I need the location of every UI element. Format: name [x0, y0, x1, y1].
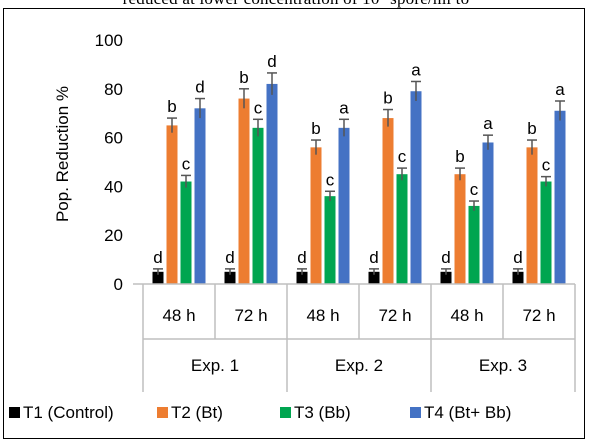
legend-label: T3 (Bb): [294, 403, 351, 422]
bar: [152, 271, 164, 284]
bar: [410, 91, 422, 285]
page-header-fragment: reduced at lower concentration of 10⁷ sp…: [0, 0, 592, 11]
bar: [266, 83, 278, 284]
x-tick-label: 48 h: [306, 306, 339, 325]
bar: [396, 174, 408, 284]
bar: [180, 181, 192, 284]
bar: [296, 271, 308, 284]
legend-label: T4 (Bt+ Bb): [424, 403, 511, 422]
legend-swatch: [157, 407, 168, 418]
bar: [468, 205, 480, 284]
bar: [454, 174, 466, 284]
bar: [166, 125, 178, 285]
significance-letter: c: [398, 147, 407, 166]
x-tick-label: 48 h: [450, 306, 483, 325]
significance-letter: d: [441, 248, 450, 267]
group-label: Exp. 1: [191, 356, 239, 375]
significance-letter: d: [153, 248, 162, 267]
significance-letter: c: [470, 180, 479, 199]
significance-letter: a: [411, 60, 421, 79]
significance-letter: d: [225, 248, 234, 267]
x-tick-label: 72 h: [234, 306, 267, 325]
significance-letter: b: [455, 147, 464, 166]
legend-swatch: [410, 407, 421, 418]
y-axis-ticks: 0 20 40 60 80 100: [95, 31, 123, 294]
significance-letter: d: [369, 248, 378, 267]
significance-letter: c: [542, 156, 551, 175]
significance-letter: d: [513, 248, 522, 267]
y-tick-label: 80: [104, 80, 123, 99]
significance-letter: a: [483, 114, 493, 133]
bar: [252, 127, 264, 284]
y-tick-label: 20: [104, 226, 123, 245]
legend-swatch: [280, 407, 291, 418]
y-tick-label: 40: [104, 177, 123, 196]
legend-label: T2 (Bt): [171, 403, 223, 422]
bar: [554, 110, 566, 284]
significance-letter: d: [297, 248, 306, 267]
bar: [512, 271, 524, 284]
significance-letter: b: [167, 97, 176, 116]
significance-letter: a: [339, 98, 349, 117]
bar: [440, 271, 452, 284]
legend: T1 (Control) T2 (Bt) T3 (Bb) T4 (Bt+ Bb): [9, 403, 511, 422]
bar: [482, 142, 494, 284]
bar: [224, 271, 236, 284]
significance-letter: b: [311, 119, 320, 138]
significance-letter: d: [267, 52, 276, 71]
bar: [382, 118, 394, 284]
significance-letter: b: [383, 89, 392, 108]
x-tick-label: 48 h: [162, 306, 195, 325]
significance-letter: a: [555, 80, 565, 99]
significance-letter: b: [527, 119, 536, 138]
group-label: Exp. 2: [335, 356, 383, 375]
y-tick-label: 100: [95, 31, 123, 50]
x-tick-label: 72 h: [522, 306, 555, 325]
y-axis-title-group: Pop. Reduction %: [53, 86, 72, 222]
bar: [338, 127, 350, 284]
y-axis-title: Pop. Reduction %: [53, 86, 72, 222]
significance-letter: b: [239, 68, 248, 87]
y-tick-label: 60: [104, 129, 123, 148]
bar: [194, 108, 206, 284]
bar: [540, 181, 552, 284]
bar: [238, 98, 250, 284]
bar: [368, 271, 380, 284]
bar: [324, 196, 336, 284]
bar: [526, 147, 538, 284]
significance-letter: c: [182, 154, 191, 173]
bar: [310, 147, 322, 284]
y-tick-label: 0: [114, 275, 123, 294]
significance-letter: d: [195, 78, 204, 97]
x-axis-labels: 48 h 72 h 48 h 72 h 48 h 72 h Exp. 1 Exp. 2 Exp.…: [162, 306, 555, 375]
significance-letter: c: [254, 98, 263, 117]
x-tick-label: 72 h: [378, 306, 411, 325]
significance-letter: c: [326, 170, 335, 189]
group-label: Exp. 3: [479, 356, 527, 375]
legend-swatch: [9, 407, 20, 418]
legend-label: T1 (Control): [23, 403, 114, 422]
axes-layer: [133, 283, 576, 392]
